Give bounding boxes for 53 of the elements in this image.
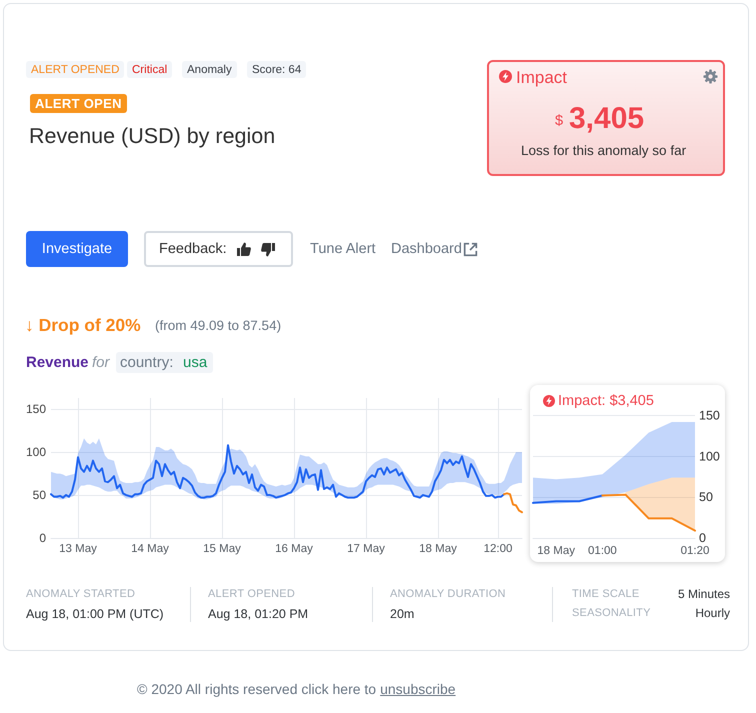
text: ALERT OPENED (208, 588, 295, 601)
badge: Score: 64 (247, 61, 306, 78)
x-tick-label: 16 May (275, 543, 314, 555)
x-tick-label: 15 May (203, 543, 242, 555)
y-tick-label: 100 (26, 445, 46, 460)
x-tick-label: 14 May (131, 543, 170, 555)
line-series (503, 492, 523, 514)
text: 20m (390, 607, 414, 622)
text: Tune Alert (310, 241, 376, 258)
text: 5 Minutes (678, 587, 730, 602)
text: Hourly (695, 606, 730, 621)
text: Dashboard (391, 241, 462, 258)
x-tick-label: 17 May (347, 543, 386, 555)
text: ANOMALY STARTED (26, 588, 136, 601)
y-tick-label: 150 (26, 402, 46, 416)
text: unsubscribe (380, 681, 456, 697)
chart-title: Impact: $3,405 (558, 393, 654, 410)
text: Revenue (26, 354, 89, 372)
badge: Critical (127, 61, 172, 78)
text: ↓ Drop of 20% (25, 315, 141, 336)
text: country: (120, 354, 174, 372)
text: $ (555, 113, 564, 130)
y-tick-label: 50 (32, 488, 46, 502)
x-tick-label: 18 May (419, 543, 458, 555)
x-tick-label: 01:00 (588, 545, 617, 557)
text: SEASONALITY (572, 607, 651, 620)
text: Aug 18, 01:20 PM (208, 607, 308, 622)
y-tick-label: 150 (699, 408, 720, 422)
chart-title: Revenue (USD) by region (29, 124, 276, 149)
text: Aug 18, 01:00 PM (UTC) (26, 607, 164, 622)
y-tick-label: 50 (699, 490, 713, 504)
line-series (601, 494, 696, 532)
y-tick-label: 0 (699, 531, 706, 545)
text: TIME SCALE (572, 588, 640, 601)
text: Feedback: (159, 241, 227, 258)
badge: Anomaly (182, 61, 237, 78)
text: Loss for this anomaly so far (521, 143, 686, 159)
y-tick-label: 100 (699, 449, 720, 464)
x-tick-label: 01:20 (680, 545, 710, 557)
badge: ALERT OPENED (26, 61, 124, 78)
x-tick-label: 12:00 (484, 543, 512, 555)
text: ANOMALY DURATION (390, 588, 506, 601)
text: 3,405 (569, 102, 644, 136)
button: Investigate (26, 231, 128, 267)
text: for (92, 354, 110, 372)
text: © 2020 All rights reserved click here to (137, 681, 376, 697)
y-tick-label: 0 (39, 531, 46, 545)
badge: ALERT OPEN (30, 94, 127, 113)
x-tick-label: 13 May (59, 543, 98, 555)
text: Impact (516, 68, 568, 88)
text: usa (183, 354, 208, 372)
x-tick-label: 18 May (537, 545, 576, 557)
text: (from 49.09 to 87.54) (155, 318, 282, 334)
